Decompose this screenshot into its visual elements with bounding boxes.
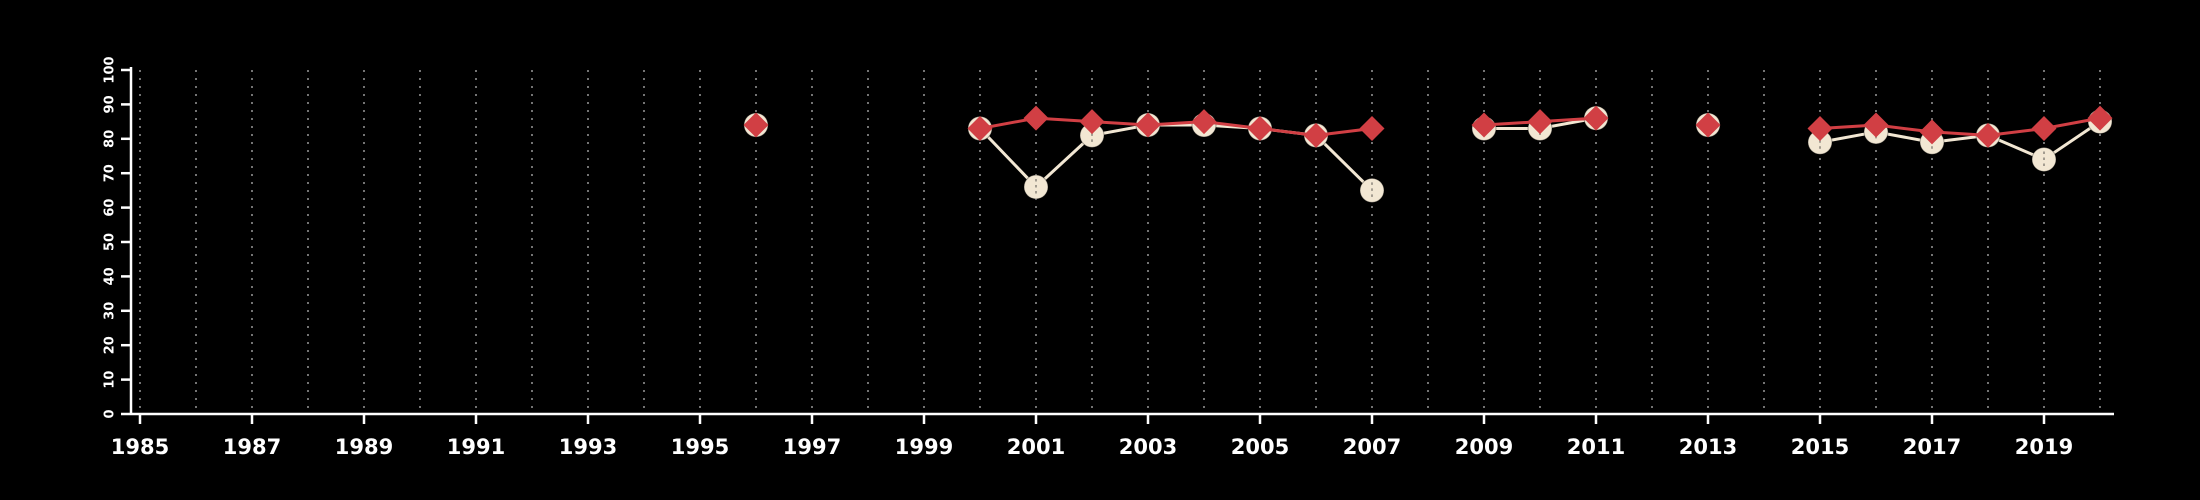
y-tick-label-100: 100 <box>103 56 118 83</box>
x-tick-label-2001: 2001 <box>1007 435 1065 459</box>
x-tick-label-1985: 1985 <box>111 435 169 459</box>
y-tick-label-80: 80 <box>103 130 118 148</box>
y-tick-label-40: 40 <box>103 267 118 285</box>
marker-diamond-2011 <box>1583 105 1609 131</box>
marker-diamond-2009 <box>1471 112 1497 138</box>
x-tick-label-1993: 1993 <box>559 435 617 459</box>
y-tick-label-20: 20 <box>103 336 118 354</box>
x-tick-label-2019: 2019 <box>2015 435 2073 459</box>
marker-diamond-2013 <box>1695 112 1721 138</box>
marker-diamond-1996 <box>743 112 769 138</box>
marker-diamond-2018 <box>1975 122 2001 148</box>
x-tick-label-2013: 2013 <box>1679 435 1737 459</box>
y-tick-label-50: 50 <box>103 233 118 251</box>
y-tick-label-30: 30 <box>103 302 118 320</box>
marker-diamond-2017 <box>1919 119 1945 145</box>
marker-diamond-2007 <box>1359 115 1385 141</box>
marker-diamond-2004 <box>1191 109 1217 135</box>
marker-diamond-2010 <box>1527 109 1553 135</box>
marker-diamond-2019 <box>2031 115 2057 141</box>
marker-diamond-2001 <box>1023 105 1049 131</box>
x-tick-label-2011: 2011 <box>1567 435 1625 459</box>
x-tick-label-2009: 2009 <box>1455 435 1513 459</box>
y-tick-label-70: 70 <box>103 164 118 182</box>
marker-diamond-2000 <box>967 115 993 141</box>
marker-diamond-2020 <box>2087 105 2113 131</box>
x-tick-label-1987: 1987 <box>223 435 281 459</box>
marker-diamond-2006 <box>1303 122 1329 148</box>
x-tick-label-2015: 2015 <box>1791 435 1849 459</box>
y-tick-label-10: 10 <box>103 371 118 389</box>
x-tick-label-1999: 1999 <box>895 435 953 459</box>
x-tick-label-2003: 2003 <box>1119 435 1177 459</box>
x-tick-label-1995: 1995 <box>671 435 729 459</box>
marker-diamond-2015 <box>1807 115 1833 141</box>
x-tick-label-1991: 1991 <box>447 435 505 459</box>
x-tick-label-2007: 2007 <box>1343 435 1401 459</box>
series-line-diamond-series <box>1818 116 2102 137</box>
marker-diamond-2016 <box>1863 112 1889 138</box>
y-tick-label-60: 60 <box>103 199 118 217</box>
x-tick-label-2017: 2017 <box>1903 435 1961 459</box>
y-tick-label-90: 90 <box>103 95 118 113</box>
x-tick-label-1989: 1989 <box>335 435 393 459</box>
marker-diamond-2002 <box>1079 109 1105 135</box>
marker-diamond-2005 <box>1247 115 1273 141</box>
x-tick-label-1997: 1997 <box>783 435 841 459</box>
marker-diamond-2003 <box>1135 112 1161 138</box>
x-tick-label-2005: 2005 <box>1231 435 1289 459</box>
y-tick-label-0: 0 <box>103 409 118 418</box>
